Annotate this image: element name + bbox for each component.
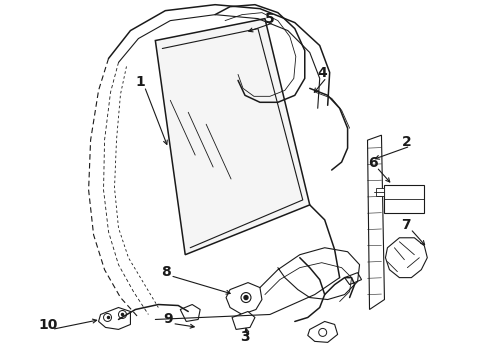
Circle shape — [103, 314, 112, 321]
Text: 4: 4 — [318, 66, 328, 80]
Text: 10: 10 — [38, 319, 57, 332]
Polygon shape — [376, 188, 385, 196]
Text: 1: 1 — [136, 75, 145, 89]
Polygon shape — [344, 273, 362, 285]
Text: 8: 8 — [161, 265, 171, 279]
Polygon shape — [155, 19, 310, 255]
Polygon shape — [308, 321, 338, 342]
Polygon shape — [98, 307, 130, 329]
Polygon shape — [226, 283, 262, 315]
Circle shape — [318, 328, 327, 336]
Circle shape — [119, 310, 126, 319]
Text: 7: 7 — [402, 218, 411, 232]
Polygon shape — [386, 238, 427, 278]
Text: 5: 5 — [265, 12, 275, 26]
Polygon shape — [368, 135, 385, 310]
Text: 9: 9 — [164, 312, 173, 327]
Polygon shape — [385, 185, 424, 213]
Polygon shape — [180, 305, 200, 321]
Text: 2: 2 — [401, 135, 411, 149]
Text: 6: 6 — [368, 156, 377, 170]
Circle shape — [244, 296, 248, 300]
Text: 3: 3 — [240, 330, 250, 345]
Polygon shape — [232, 311, 255, 329]
Circle shape — [241, 293, 251, 302]
